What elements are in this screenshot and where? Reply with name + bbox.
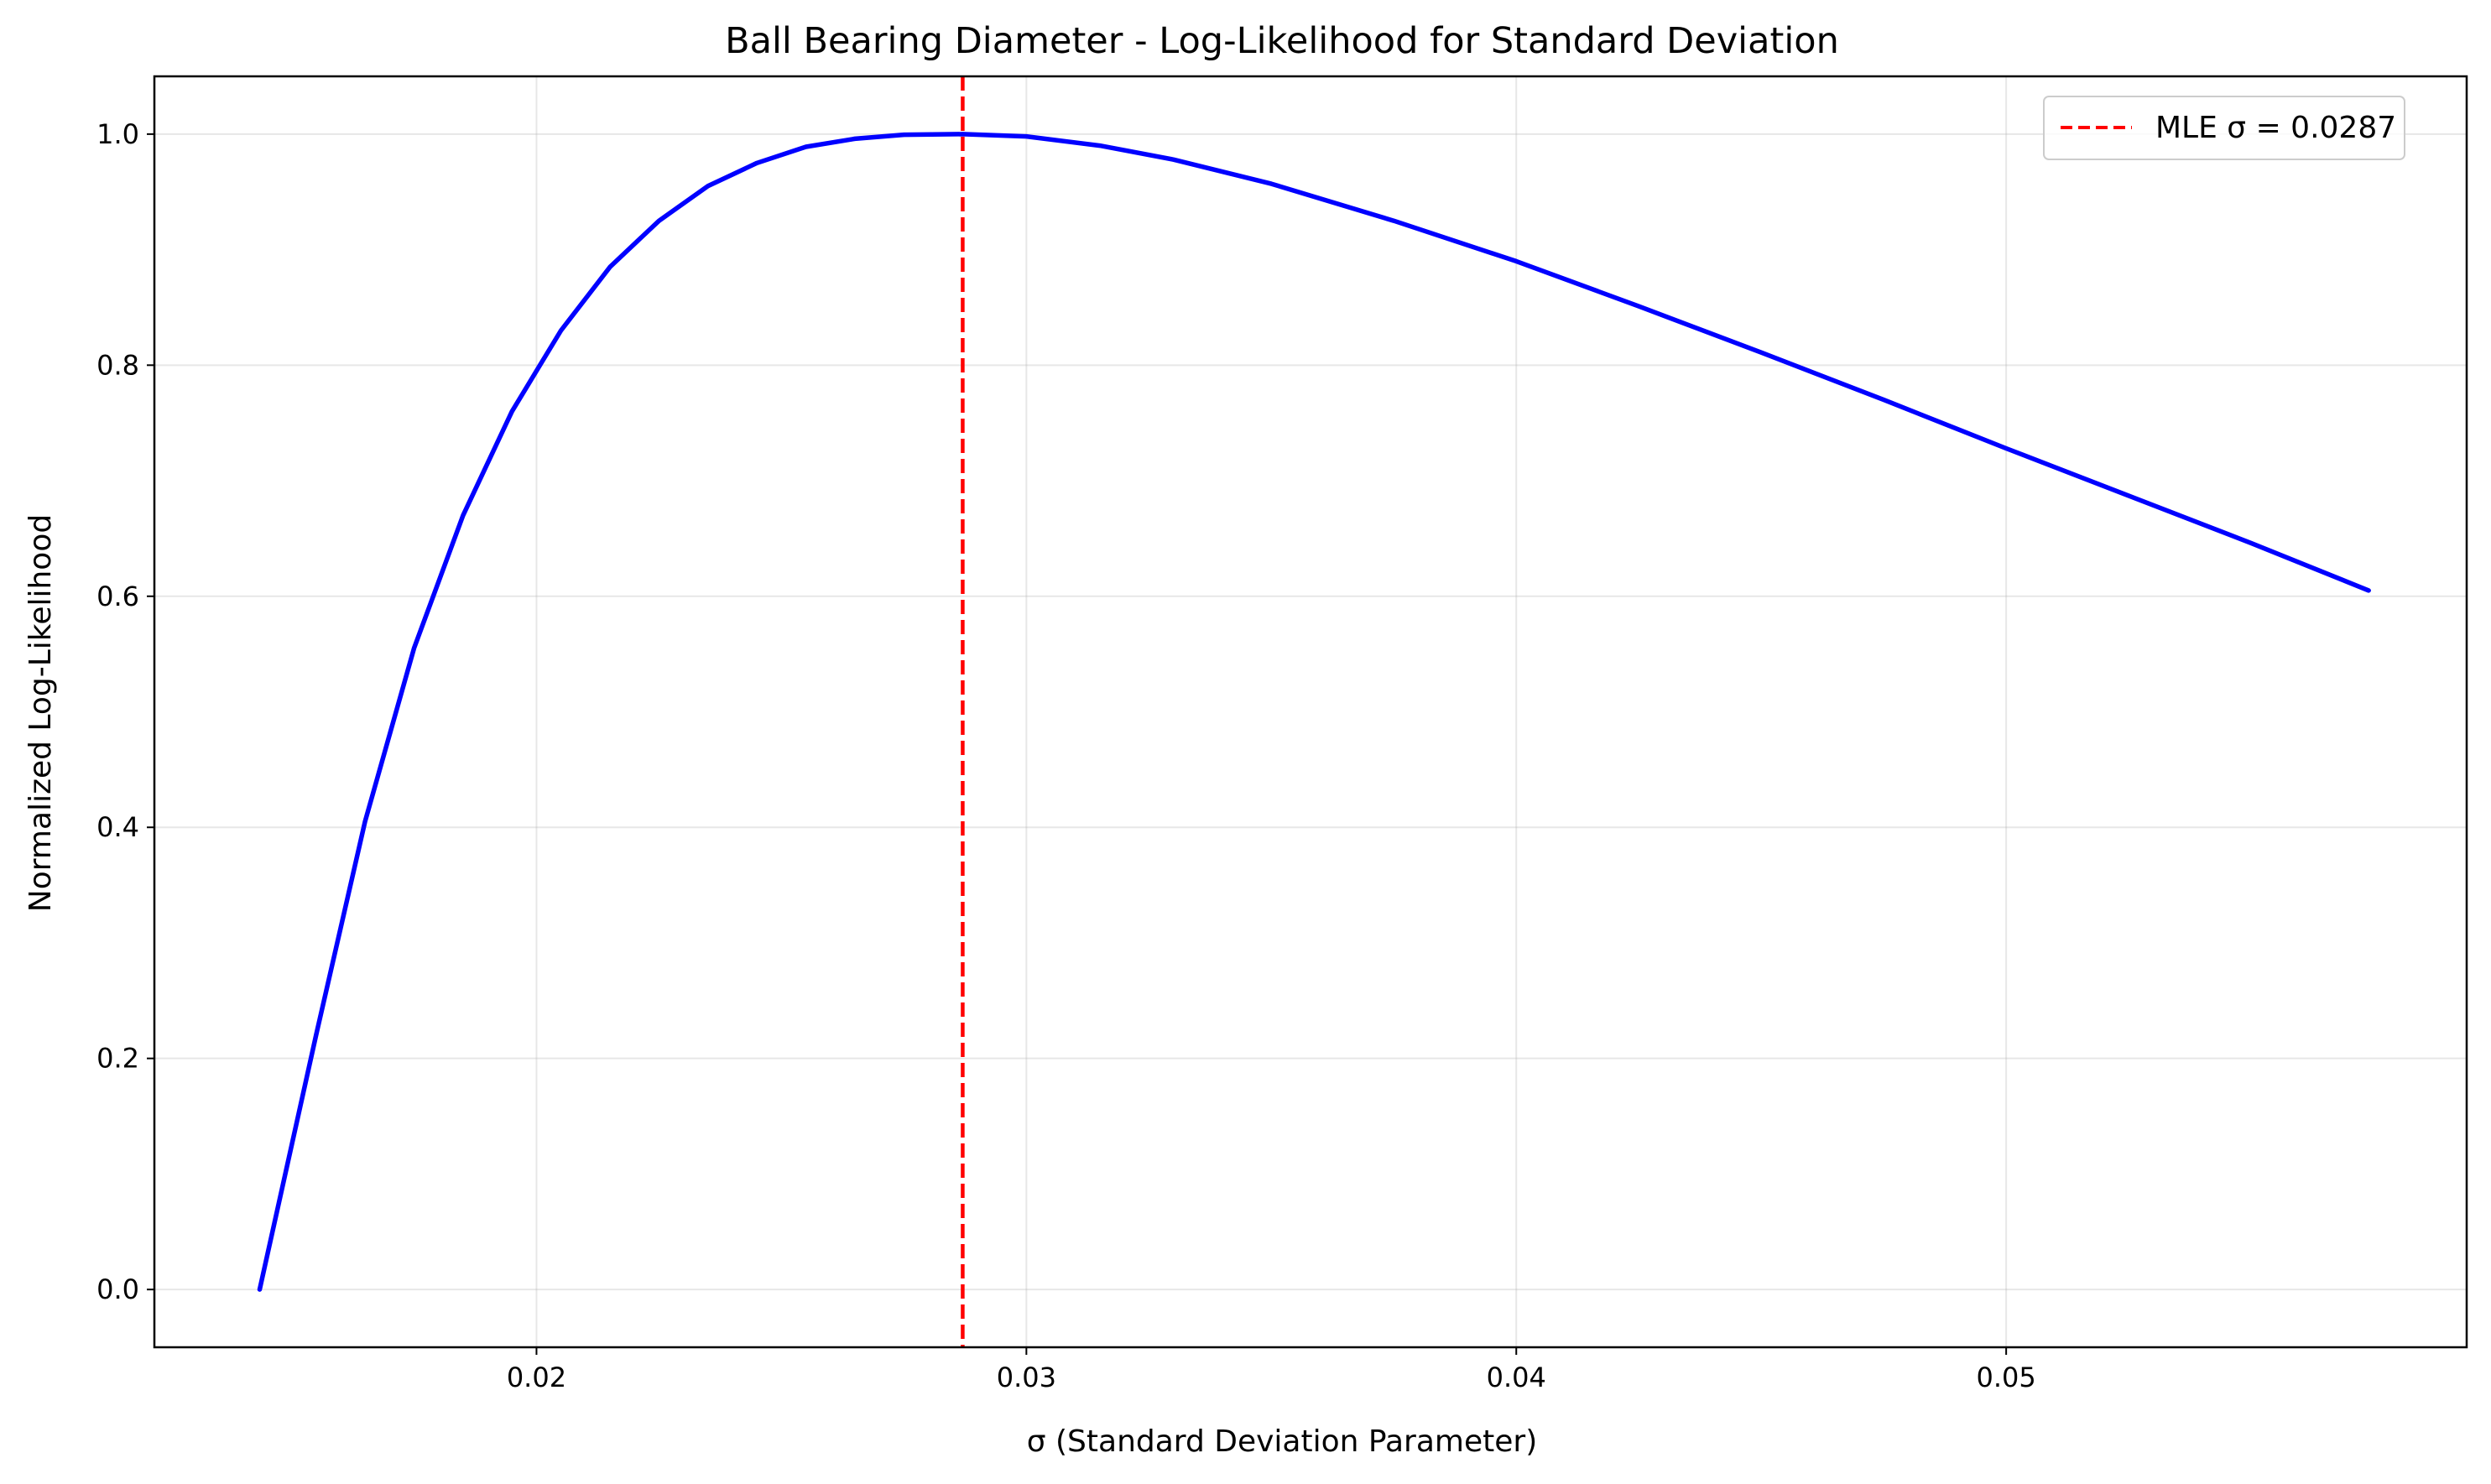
plot-frame bbox=[153, 75, 2468, 1349]
y-tick-label: 0.8 bbox=[96, 349, 139, 381]
y-axis-label: Normalized Log-Likelihood bbox=[23, 514, 58, 912]
x-axis-label: σ (Standard Deviation Parameter) bbox=[1027, 1424, 1538, 1459]
x-tick-label: 0.03 bbox=[997, 1362, 1056, 1393]
x-axis: 0.02 0.03 0.04 0.05 bbox=[507, 1347, 2036, 1393]
y-tick-label: 0.2 bbox=[96, 1043, 139, 1075]
y-axis: 0.0 0.2 0.4 0.6 0.8 1.0 bbox=[96, 118, 154, 1305]
legend-label-mle: MLE σ = 0.0287 bbox=[2155, 111, 2396, 145]
y-tick-label: 0.4 bbox=[96, 811, 139, 843]
series-line bbox=[257, 132, 2371, 1292]
chart-title: Ball Bearing Diameter - Log-Likelihood f… bbox=[725, 20, 1839, 62]
y-tick-label: 0.0 bbox=[96, 1273, 139, 1305]
x-tick-label: 0.02 bbox=[507, 1362, 566, 1393]
legend-box bbox=[2043, 96, 2405, 160]
y-tick-label: 1.0 bbox=[96, 118, 139, 150]
legend: MLE σ = 0.0287 bbox=[2043, 96, 2405, 160]
y-tick-label: 0.6 bbox=[96, 581, 139, 612]
x-tick-label: 0.05 bbox=[1977, 1362, 2036, 1393]
series-layer bbox=[257, 132, 2371, 1292]
x-tick-label: 0.04 bbox=[1487, 1362, 1546, 1393]
